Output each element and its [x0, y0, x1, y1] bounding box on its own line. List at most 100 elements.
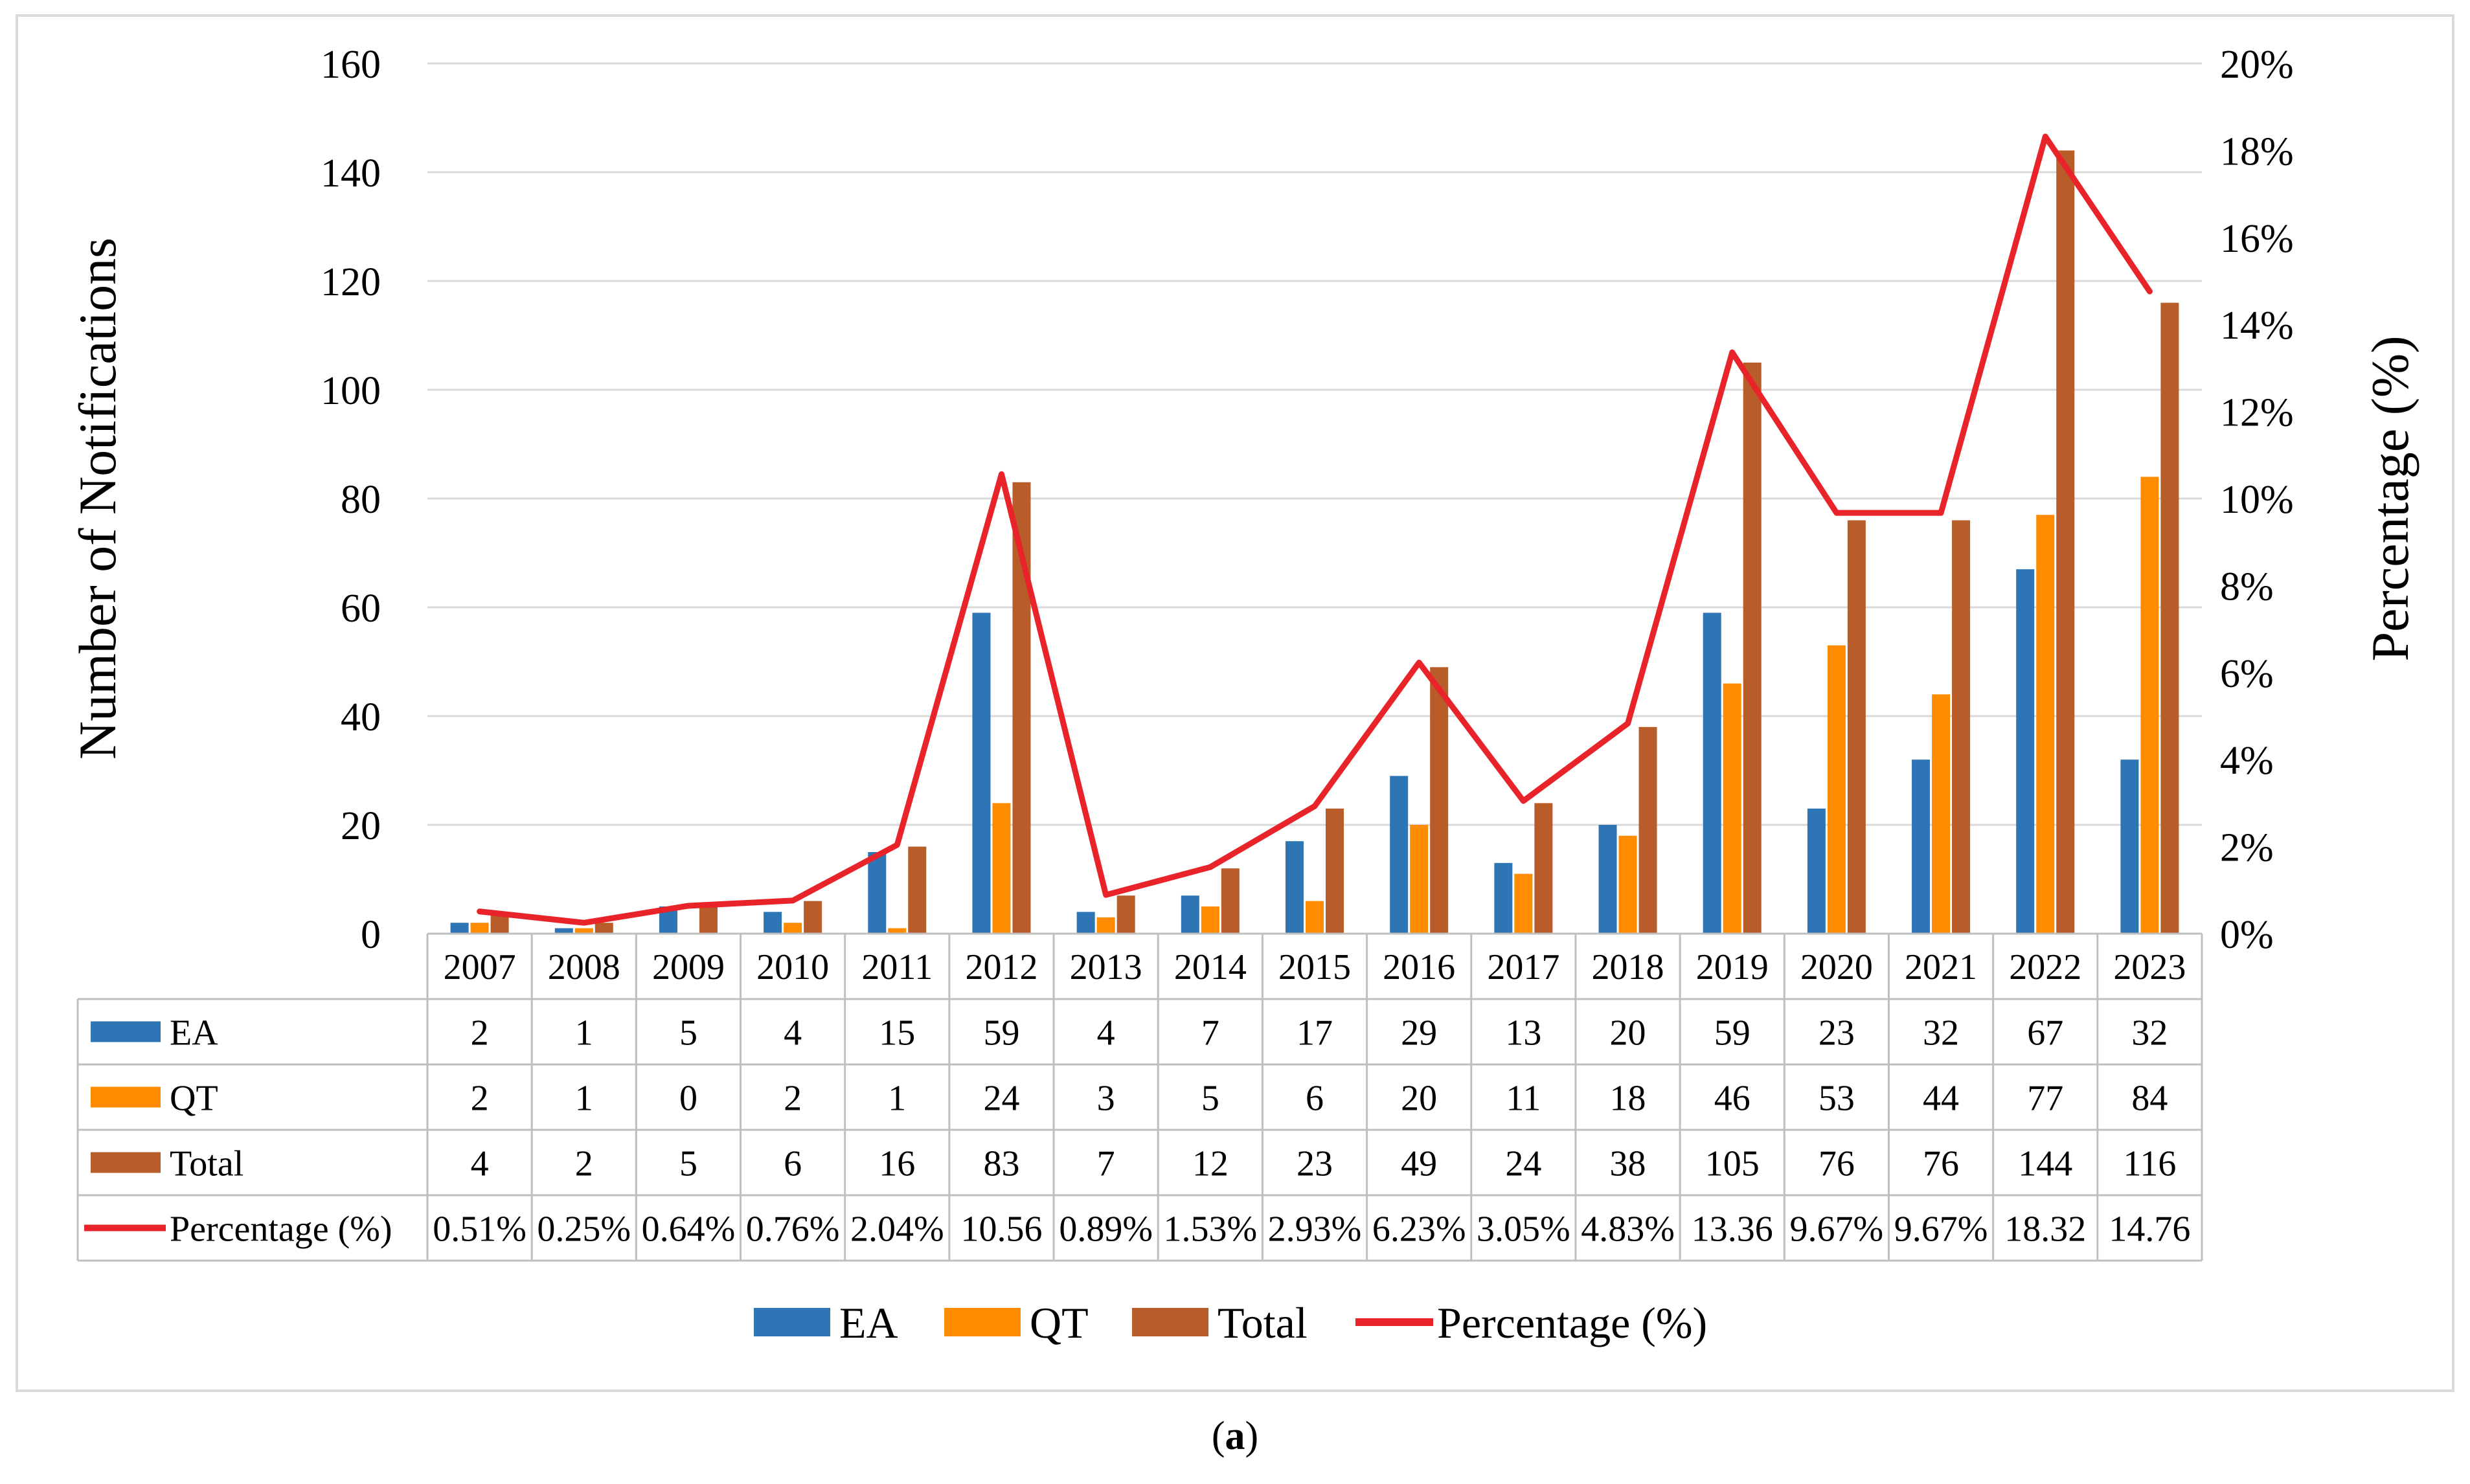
table-cell: 3	[1097, 1079, 1115, 1119]
category-label: 2015	[1278, 947, 1351, 987]
table-cell: 14.76	[2109, 1209, 2190, 1250]
y-tick-label: 80	[341, 478, 381, 522]
table-cell: 67	[2027, 1013, 2063, 1053]
table-cell: 32	[1923, 1013, 1959, 1053]
category-label: 2019	[1696, 947, 1769, 987]
table-cell: 6	[784, 1144, 802, 1184]
figure-caption: (a)	[1211, 1414, 1259, 1458]
bar-total	[908, 846, 927, 934]
category-label: 2021	[1905, 947, 1977, 987]
caption-letter: a	[1225, 1414, 1245, 1458]
bar-qt	[1306, 901, 1324, 934]
category-label: 2010	[756, 947, 829, 987]
table-cell: 18.32	[2004, 1209, 2086, 1250]
y-tick-label: 40	[341, 695, 381, 739]
table-legend-key	[91, 1021, 161, 1042]
legend-key	[754, 1308, 830, 1336]
table-cell: 1	[575, 1013, 593, 1053]
table-cell: 0.76%	[746, 1209, 840, 1250]
bar-ea	[1181, 895, 1199, 934]
bar-qt	[1096, 917, 1115, 934]
table-cell: 76	[1923, 1144, 1959, 1184]
table-cell: 13	[1505, 1013, 1541, 1053]
table-legend-key	[91, 1086, 161, 1108]
bar-ea	[1494, 862, 1513, 934]
table-cell: 7	[1201, 1013, 1219, 1053]
table-cell: 20	[1610, 1013, 1646, 1053]
table-cell: 2.93%	[1268, 1209, 1362, 1250]
table-cell: 10.56	[960, 1209, 1042, 1250]
category-label: 2007	[444, 947, 516, 987]
y-tick-label: 20	[341, 804, 381, 848]
table-cell: 6.23%	[1372, 1209, 1466, 1250]
table-cell: 20	[1401, 1079, 1437, 1119]
bar-total	[1116, 895, 1135, 934]
legend-key	[944, 1308, 1021, 1336]
bar-total	[1534, 803, 1553, 934]
table-cell: 32	[2131, 1013, 2168, 1053]
y-tick-label: 120	[321, 260, 381, 304]
y2-tick-label: 8%	[2220, 565, 2274, 609]
bar-total	[1638, 726, 1657, 934]
bar-qt	[992, 803, 1011, 934]
table-cell: 4	[471, 1144, 489, 1184]
table-cell: 23	[1819, 1013, 1855, 1053]
bar-total	[2056, 150, 2075, 934]
y2-tick-label: 4%	[2220, 739, 2274, 783]
category-label: 2011	[861, 947, 933, 987]
y-tick-label: 100	[321, 369, 381, 413]
table-cell: 1	[888, 1079, 906, 1119]
chart-frame	[16, 14, 2454, 1392]
y2-tick-label: 18%	[2220, 129, 2294, 174]
y-tick-label: 140	[321, 152, 381, 196]
y-tick-label: 0	[361, 913, 381, 957]
legend-key	[1132, 1308, 1208, 1336]
bar-qt	[1410, 825, 1429, 934]
category-label: 2020	[1800, 947, 1873, 987]
table-cell: 16	[879, 1144, 915, 1184]
table-cell: 59	[983, 1013, 1019, 1053]
table-cell: 3.05%	[1477, 1209, 1570, 1250]
table-cell: 24	[1505, 1144, 1541, 1184]
table-cell: 44	[1923, 1079, 1959, 1119]
category-label: 2013	[1070, 947, 1142, 987]
table-cell: 1	[575, 1079, 593, 1119]
table-cell: 18	[1610, 1079, 1646, 1119]
bar-ea	[2016, 569, 2035, 934]
table-cell: 24	[983, 1079, 1019, 1119]
table-row-label: Total	[170, 1144, 244, 1184]
y2-tick-label: 0%	[2220, 913, 2274, 957]
table-cell: 2	[784, 1079, 802, 1119]
bar-ea	[554, 928, 573, 934]
y2-tick-label: 12%	[2220, 391, 2294, 435]
category-label: 2014	[1174, 947, 1247, 987]
legend-label: Percentage (%)	[1437, 1298, 1707, 1347]
table-cell: 15	[879, 1013, 915, 1053]
bar-ea	[1598, 825, 1617, 934]
bar-total	[1952, 520, 1971, 934]
table-cell: 9.67%	[1894, 1209, 1988, 1250]
table-cell: 13.36	[1692, 1209, 1773, 1250]
bar-ea	[1703, 613, 1721, 934]
table-cell: 17	[1297, 1013, 1333, 1053]
bar-qt	[1723, 683, 1741, 934]
table-cell: 4	[784, 1013, 802, 1053]
category-label: 2018	[1592, 947, 1664, 987]
table-cell: 84	[2131, 1079, 2168, 1119]
category-label: 2012	[965, 947, 1037, 987]
table-cell: 0.89%	[1059, 1209, 1153, 1250]
bar-ea	[972, 613, 991, 934]
bar-qt	[470, 923, 489, 934]
bar-ea	[1912, 759, 1931, 934]
table-cell: 49	[1401, 1144, 1437, 1184]
y2-tick-label: 16%	[2220, 217, 2294, 261]
bar-qt	[784, 923, 802, 934]
bar-total	[1221, 868, 1240, 934]
category-label: 2008	[548, 947, 620, 987]
percentage-line	[477, 133, 2153, 926]
table-cell: 83	[983, 1144, 1019, 1184]
y2-tick-label: 14%	[2220, 304, 2294, 348]
table-cell: 11	[1506, 1079, 1541, 1119]
table-cell: 29	[1401, 1013, 1437, 1053]
table-cell: 116	[2123, 1144, 2176, 1184]
